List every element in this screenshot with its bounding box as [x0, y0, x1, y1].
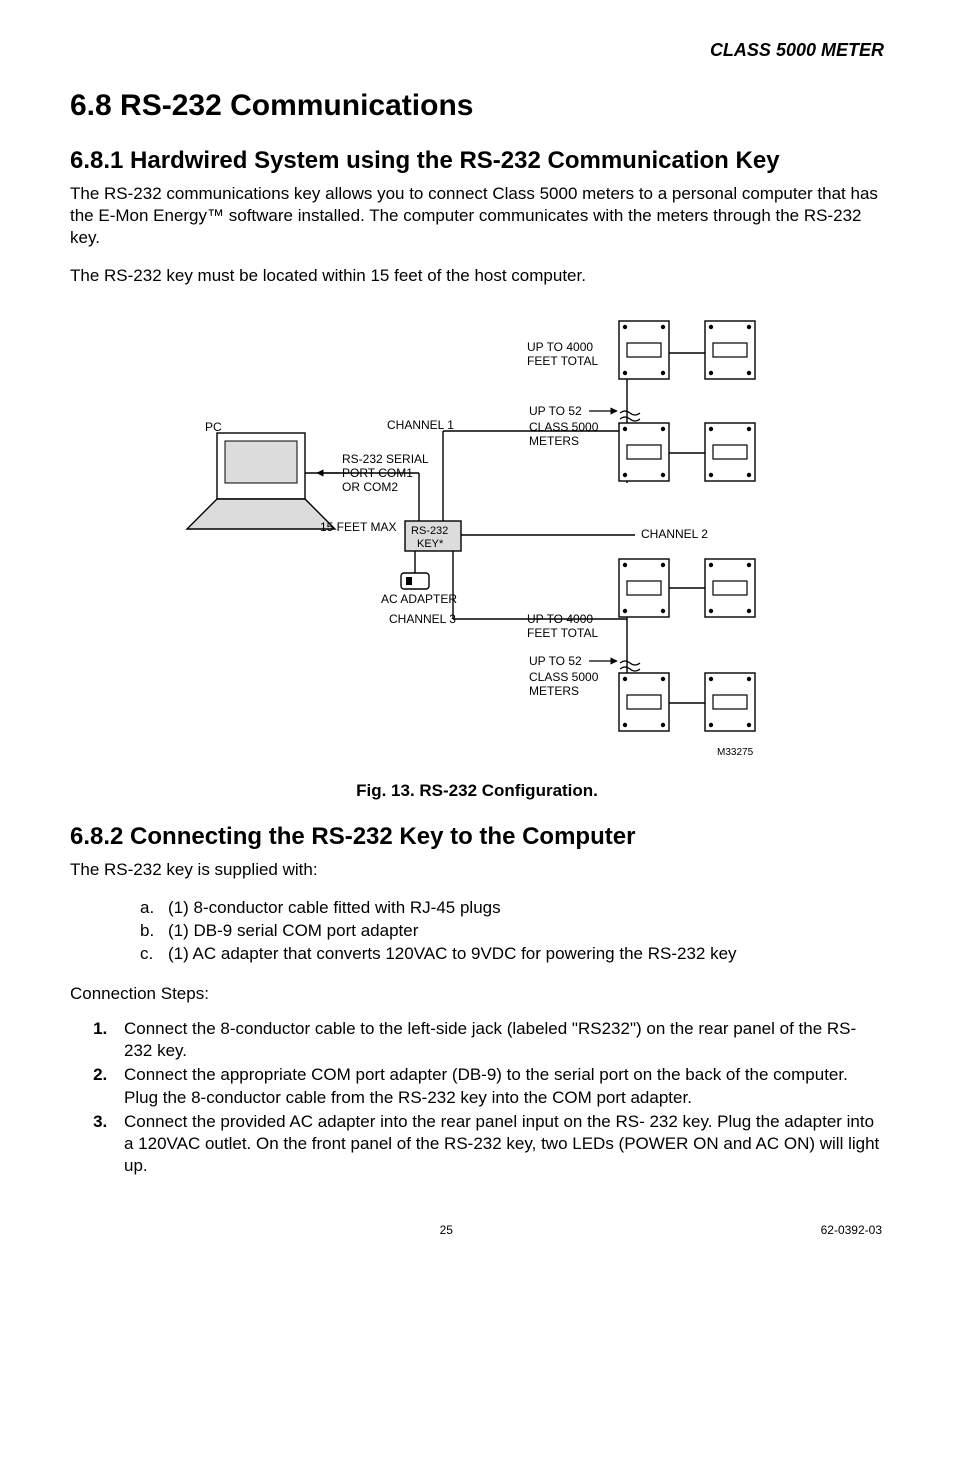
list-item: Connect the appropriate COM port adapter… — [112, 1064, 884, 1108]
list-item: (1) DB-9 serial COM port adapter — [168, 920, 418, 943]
meter-icon — [705, 423, 755, 481]
running-header: CLASS 5000 METER — [70, 40, 884, 61]
steps-heading: Connection Steps: — [70, 984, 884, 1004]
meter-icon — [705, 321, 755, 379]
subsection-1-title: 6.8.1 Hardwired System using the RS-232 … — [70, 147, 884, 175]
paragraph: The RS-232 communications key allows you… — [70, 183, 884, 249]
supplied-items-list: a.(1) 8-conductor cable fitted with RJ-4… — [140, 897, 884, 966]
section-title: 6.8 RS-232 Communications — [70, 89, 884, 123]
rs232-serial-label: RS-232 SERIAL — [342, 452, 429, 466]
paragraph: The RS-232 key is supplied with: — [70, 859, 884, 881]
class5000-b: CLASS 5000 — [529, 670, 599, 684]
feettotal-b: FEET TOTAL — [527, 626, 598, 640]
doc-number: 62-0392-03 — [821, 1223, 882, 1237]
feettotal-a: FEET TOTAL — [527, 354, 598, 368]
upto52-a: UP TO 52 — [529, 404, 582, 418]
rs232-key-label-1: RS-232 — [411, 525, 448, 537]
list-item-letter: c. — [140, 943, 168, 966]
figure-caption: Fig. 13. RS-232 Configuration. — [70, 781, 884, 801]
list-item: (1) 8-conductor cable fitted with RJ-45 … — [168, 897, 501, 920]
meter-icon — [619, 321, 669, 379]
pc-label: PC — [205, 420, 222, 434]
list-item-letter: a. — [140, 897, 168, 920]
page-footer: 25 62-0392-03 — [70, 1223, 884, 1237]
meters-a: METERS — [529, 434, 579, 448]
meters-b: METERS — [529, 684, 579, 698]
up4000-b: UP TO 4000 — [527, 612, 593, 626]
subsection-2-title: 6.8.2 Connecting the RS-232 Key to the C… — [70, 823, 884, 851]
page-number: 25 — [440, 1223, 453, 1237]
pc-icon — [187, 433, 335, 529]
list-item: Connect the provided AC adapter into the… — [112, 1111, 884, 1177]
meter-icon — [619, 423, 669, 481]
channel2-label: CHANNEL 2 — [641, 527, 708, 541]
rs232-key-label-2: KEY* — [417, 538, 444, 550]
ac-adapter-label: AC ADAPTER — [381, 592, 457, 606]
channel3-label: CHANNEL 3 — [389, 612, 456, 626]
paragraph: The RS-232 key must be located within 15… — [70, 265, 884, 287]
figure-rs232-config: PC RS-232 SERIAL PORT COM1 OR COM2 15 FE… — [70, 303, 884, 773]
meter-icon — [705, 559, 755, 617]
or-com2-label: OR COM2 — [342, 480, 398, 494]
port-com1-label: PORT COM1 — [342, 466, 413, 480]
channel1-label: CHANNEL 1 — [387, 418, 454, 432]
meter-icon — [619, 673, 669, 731]
list-item: Connect the 8-conductor cable to the lef… — [112, 1018, 884, 1062]
mcode-label: M33275 — [717, 747, 754, 758]
diagram-svg: PC RS-232 SERIAL PORT COM1 OR COM2 15 FE… — [157, 303, 797, 773]
meter-icon — [705, 673, 755, 731]
page: CLASS 5000 METER 6.8 RS-232 Communicatio… — [0, 0, 954, 1287]
fifteen-feet-label: 15 FEET MAX — [320, 520, 396, 534]
upto52-b: UP TO 52 — [529, 654, 582, 668]
up4000-a: UP TO 4000 — [527, 340, 593, 354]
list-item: (1) AC adapter that converts 120VAC to 9… — [168, 943, 737, 966]
meter-icon — [619, 559, 669, 617]
ac-adapter-icon — [401, 573, 429, 589]
connection-steps-list: Connect the 8-conductor cable to the lef… — [112, 1018, 884, 1177]
list-item-letter: b. — [140, 920, 168, 943]
class5000-a: CLASS 5000 — [529, 420, 599, 434]
